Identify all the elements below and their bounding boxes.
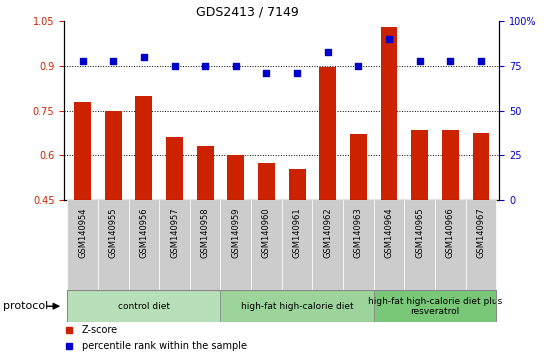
Bar: [159, 200, 190, 290]
Text: GSM140963: GSM140963: [354, 207, 363, 258]
Text: GSM140967: GSM140967: [477, 207, 485, 258]
Text: GSM140960: GSM140960: [262, 207, 271, 258]
Bar: [190, 200, 220, 290]
Bar: [343, 200, 374, 290]
Text: GSM140954: GSM140954: [78, 207, 87, 258]
Bar: [67, 290, 220, 322]
Point: [354, 63, 363, 69]
Point: [170, 63, 179, 69]
Text: GSM140957: GSM140957: [170, 207, 179, 258]
Bar: [350, 135, 367, 200]
Bar: [442, 130, 459, 200]
Bar: [128, 200, 159, 290]
Text: GSM140961: GSM140961: [292, 207, 302, 258]
Text: high-fat high-calorie diet plus
resveratrol: high-fat high-calorie diet plus resverat…: [368, 297, 502, 316]
Bar: [288, 169, 306, 200]
Bar: [67, 200, 98, 290]
Bar: [374, 290, 497, 322]
Point: [446, 58, 455, 63]
Bar: [166, 137, 183, 200]
Bar: [228, 155, 244, 200]
Point: [477, 58, 485, 63]
Point: [292, 70, 301, 76]
Text: control diet: control diet: [118, 302, 170, 311]
Text: GSM140964: GSM140964: [384, 207, 393, 258]
Bar: [105, 110, 122, 200]
Bar: [374, 200, 405, 290]
Bar: [282, 200, 312, 290]
Bar: [197, 147, 214, 200]
Point: [201, 63, 210, 69]
Bar: [136, 96, 152, 200]
Text: GSM140966: GSM140966: [446, 207, 455, 258]
Text: GSM140962: GSM140962: [323, 207, 332, 258]
Bar: [405, 200, 435, 290]
Bar: [435, 200, 466, 290]
Point: [140, 54, 148, 60]
Text: GSM140955: GSM140955: [109, 207, 118, 258]
Text: GSM140959: GSM140959: [232, 207, 240, 258]
Point: [232, 63, 240, 69]
Text: high-fat high-calorie diet: high-fat high-calorie diet: [241, 302, 353, 311]
Point: [323, 49, 332, 55]
Text: Z-score: Z-score: [81, 325, 118, 335]
Bar: [74, 102, 91, 200]
Point: [78, 58, 87, 63]
Bar: [220, 200, 251, 290]
Title: GDS2413 / 7149: GDS2413 / 7149: [196, 6, 299, 19]
Bar: [466, 200, 497, 290]
Bar: [473, 133, 489, 200]
Bar: [251, 200, 282, 290]
Text: GSM140958: GSM140958: [201, 207, 210, 258]
Point: [384, 36, 393, 42]
Point: [415, 58, 424, 63]
Point: [262, 70, 271, 76]
Bar: [258, 163, 275, 200]
Bar: [381, 27, 397, 200]
Bar: [411, 130, 428, 200]
Text: percentile rank within the sample: percentile rank within the sample: [81, 341, 247, 351]
Bar: [220, 290, 374, 322]
Text: protocol: protocol: [3, 301, 48, 311]
Text: GSM140965: GSM140965: [415, 207, 424, 258]
Bar: [98, 200, 128, 290]
Text: GSM140956: GSM140956: [140, 207, 148, 258]
Bar: [312, 200, 343, 290]
Bar: [319, 67, 336, 200]
Point: [109, 58, 118, 63]
